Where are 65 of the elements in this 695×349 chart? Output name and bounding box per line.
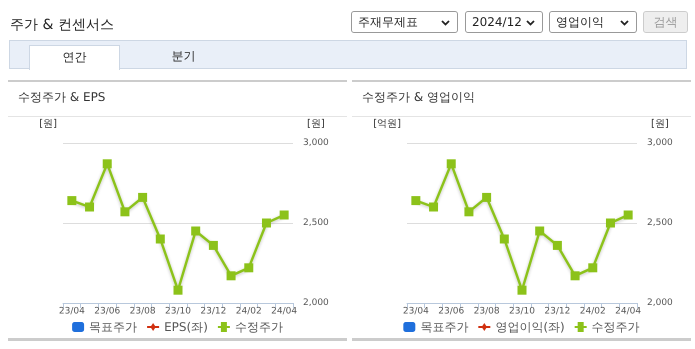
x-tick-label: 24/04: [271, 306, 298, 316]
point: [102, 159, 112, 168]
point: [120, 207, 130, 216]
text: 주가 & 컨센서스: [10, 16, 114, 34]
point: [535, 226, 544, 236]
point: [518, 286, 526, 295]
point: [588, 263, 598, 272]
x-tick-label: 24/04: [615, 306, 642, 316]
y2-tick-label: 2,000: [647, 298, 674, 308]
x-tick-label: 23/12: [200, 306, 226, 316]
x-tick-label: 23/08: [130, 306, 156, 316]
legend-label: 목표주가: [89, 320, 138, 334]
text: 분기: [170, 48, 196, 65]
legend-label: 영업이익(좌): [495, 320, 565, 334]
point: [174, 286, 182, 295]
y2-tick-label: 2,500: [647, 218, 674, 228]
point: [446, 159, 456, 168]
y2-axis-title: [원]: [651, 118, 669, 130]
x-tick-label: 24/02: [580, 306, 606, 316]
x-tick-label: 23/06: [94, 306, 120, 316]
point: [244, 263, 254, 272]
point: [262, 218, 271, 228]
y-axis-title: [원]: [39, 118, 58, 130]
point: [208, 240, 218, 250]
chart-title: 수정주가 & 영업이익: [362, 89, 475, 106]
point: [411, 196, 420, 206]
y2-tick-label: 2,500: [303, 218, 330, 228]
x-tick-label: 23/10: [165, 306, 192, 316]
y2-axis-title: [원]: [307, 118, 325, 130]
x-tick-label: 23/04: [58, 306, 86, 316]
y2-tick-label: 3,000: [303, 138, 330, 148]
search-button: 검색: [643, 11, 688, 33]
point: [606, 218, 615, 228]
legend-label: EPS(좌): [164, 320, 208, 334]
x-tick-label: 23/06: [438, 306, 464, 316]
point: [85, 202, 94, 212]
point: [570, 271, 580, 280]
x-tick-label: 23/10: [509, 306, 536, 316]
point: [226, 271, 236, 280]
point: [280, 210, 289, 220]
point: [429, 202, 438, 212]
point: [191, 226, 200, 236]
point: [552, 240, 562, 250]
point: [464, 207, 474, 216]
legend-label: 목표주가: [420, 320, 468, 334]
dropdown: 주재무제표: [351, 11, 458, 33]
chart-title: 수정주가 & EPS: [18, 89, 106, 106]
point: [156, 234, 165, 244]
text: 연간: [29, 45, 120, 70]
dropdown: 영업이익: [549, 11, 637, 33]
x-tick-label: 23/12: [544, 306, 570, 316]
legend-label: 수정주가: [234, 320, 283, 334]
point: [624, 210, 633, 220]
y2-tick-label: 2,000: [303, 298, 330, 308]
point: [138, 192, 148, 202]
point: [500, 234, 509, 244]
point: [67, 196, 76, 206]
x-tick-label: 23/08: [474, 306, 500, 316]
y-axis-title: [억원]: [373, 118, 402, 130]
point: [482, 192, 492, 202]
x-tick-label: 24/02: [236, 306, 262, 316]
x-tick-label: 23/04: [402, 306, 430, 316]
legend-label: 수정주가: [592, 320, 640, 334]
y2-tick-label: 3,000: [647, 138, 674, 148]
dropdown: 2024/12: [465, 11, 543, 33]
